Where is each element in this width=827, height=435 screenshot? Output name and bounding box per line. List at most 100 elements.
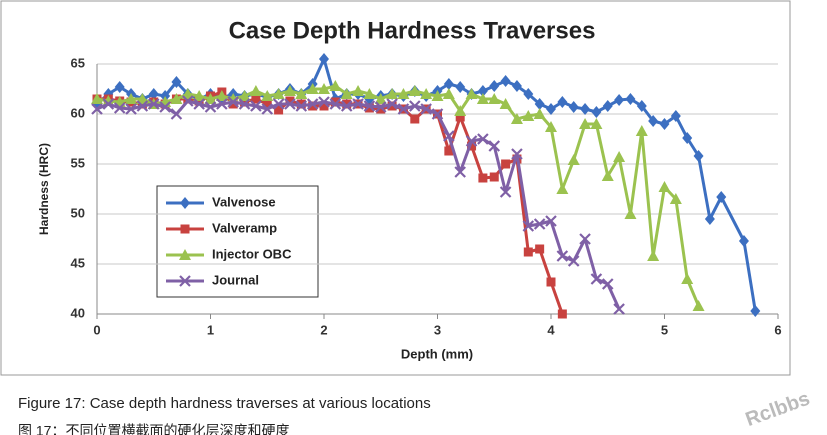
marker [272, 98, 285, 110]
marker [420, 103, 432, 115]
marker [240, 97, 250, 107]
marker [658, 181, 671, 192]
marker [601, 278, 614, 290]
marker [625, 93, 636, 105]
marker [147, 98, 160, 110]
marker [284, 98, 296, 110]
y-tick-label: 40 [71, 305, 85, 320]
marker [238, 90, 251, 101]
marker [251, 94, 261, 104]
chart-title: Case Depth Hardness Traverses [229, 17, 596, 44]
marker [476, 93, 489, 104]
marker [614, 94, 625, 106]
marker [624, 208, 637, 219]
marker [91, 93, 103, 104]
marker [376, 104, 386, 114]
marker [648, 115, 659, 127]
marker [170, 93, 183, 104]
marker [216, 98, 228, 110]
marker [420, 88, 433, 99]
marker [545, 121, 557, 132]
marker [557, 309, 567, 319]
marker [340, 88, 353, 99]
x-tick-label: 2 [320, 322, 327, 337]
x-tick-label: 5 [661, 322, 668, 337]
y-tick-label: 60 [71, 105, 85, 120]
x-tick-label: 6 [774, 322, 781, 337]
marker [465, 88, 478, 99]
marker [215, 90, 228, 101]
marker [443, 130, 455, 142]
marker [704, 213, 715, 225]
marker [477, 133, 489, 145]
marker [91, 103, 103, 115]
marker [374, 93, 387, 104]
marker [602, 100, 613, 112]
x-tick-label: 3 [434, 322, 441, 337]
marker [295, 100, 308, 112]
y-tick-label: 65 [71, 55, 85, 70]
marker [613, 151, 626, 162]
marker [262, 99, 272, 109]
marker [670, 110, 681, 122]
marker [364, 103, 374, 113]
marker [444, 146, 454, 156]
marker [308, 101, 318, 111]
marker [442, 88, 455, 99]
marker [693, 150, 704, 162]
marker [114, 81, 125, 93]
marker [397, 103, 410, 115]
marker [613, 303, 625, 315]
x-axis-label: Depth (mm) [401, 346, 473, 361]
marker [283, 85, 296, 96]
marker [488, 93, 501, 104]
marker [467, 141, 477, 151]
marker [738, 235, 749, 247]
marker [193, 90, 206, 101]
marker [523, 247, 533, 257]
y-tick-label: 55 [71, 155, 85, 170]
marker [567, 255, 580, 267]
caption: Figure 17: Case depth hardness traverses… [18, 395, 431, 412]
marker [261, 90, 274, 101]
marker [489, 172, 499, 182]
marker [590, 273, 603, 285]
marker [499, 186, 512, 198]
marker [545, 215, 557, 227]
marker [296, 99, 306, 109]
marker [410, 114, 420, 124]
legend-marker [180, 224, 190, 234]
marker [318, 96, 330, 108]
marker [363, 88, 376, 99]
marker [580, 103, 591, 115]
marker [557, 96, 568, 108]
marker [318, 83, 330, 94]
marker [204, 93, 217, 104]
marker [499, 98, 512, 109]
legend-marker [179, 249, 191, 260]
marker [511, 80, 522, 92]
x-tick-label: 4 [547, 322, 555, 337]
marker [501, 159, 511, 169]
marker [546, 277, 556, 287]
marker [455, 112, 465, 122]
marker [636, 100, 647, 112]
marker [352, 85, 365, 96]
marker [489, 80, 500, 92]
x-tick-label: 0 [93, 322, 100, 337]
marker [249, 85, 262, 96]
marker [408, 85, 421, 96]
marker [387, 101, 397, 111]
marker [750, 305, 761, 317]
marker [591, 106, 602, 118]
marker [534, 98, 545, 110]
marker [533, 218, 546, 230]
legend-marker [179, 275, 191, 287]
marker [397, 88, 410, 99]
marker [522, 110, 535, 121]
marker [102, 98, 115, 110]
marker [409, 100, 421, 112]
marker [204, 101, 217, 113]
